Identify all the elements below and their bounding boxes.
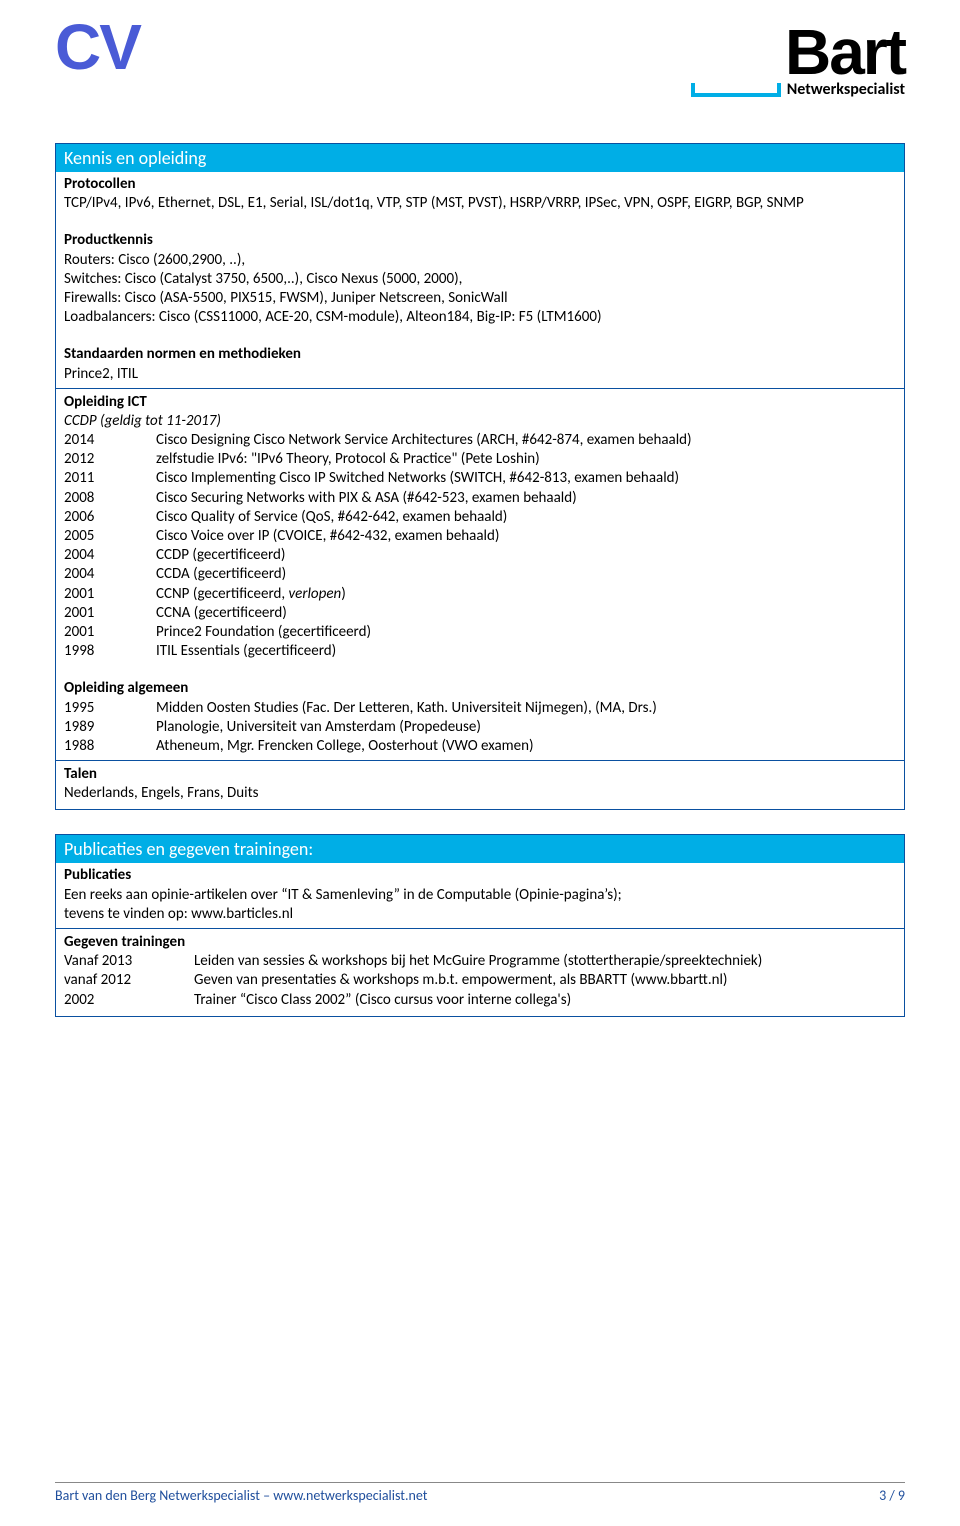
training-row: 2008Cisco Securing Networks with PIX & A… <box>64 489 896 508</box>
training-text: Cisco Implementing Cisco IP Switched Net… <box>156 469 896 488</box>
year: 2001 <box>64 604 156 623</box>
heading-standaarden: Standaarden normen en methodieken <box>64 345 896 364</box>
heading-opleiding-algemeen: Opleiding algemeen <box>64 679 896 698</box>
protocollen-text: TCP/IPv4, IPv6, Ethernet, DSL, E1, Seria… <box>64 194 896 213</box>
training-row: 2006Cisco Quality of Service (QoS, #642-… <box>64 508 896 527</box>
training-text: Prince2 Foundation (gecertificeerd) <box>156 623 896 642</box>
productkennis-line: Switches: Cisco (Catalyst 3750, 6500,..)… <box>64 270 896 289</box>
section-title: Kennis en opleiding <box>56 144 904 172</box>
education-text: Atheneum, Mgr. Frencken College, Oosterh… <box>156 737 896 756</box>
publicaties-line: tevens te vinden op: www.barticles.nl <box>64 905 896 924</box>
education-text: Midden Oosten Studies (Fac. Der Letteren… <box>156 699 896 718</box>
heading-productkennis: Productkennis <box>64 231 896 250</box>
footer-left: Bart van den Berg Netwerkspecialist – ww… <box>55 1487 427 1504</box>
training-row: 2001CCNA (gecertificeerd) <box>64 604 896 623</box>
training-text: zelfstudie IPv6: "IPv6 Theory, Protocol … <box>156 450 896 469</box>
training-text: CCNP (gecertificeerd, verlopen) <box>156 585 896 604</box>
heading-opleiding-ict: Opleiding ICT <box>64 393 896 412</box>
opleiding-ict-sub: CCDP (geldig tot 11-2017) <box>64 412 896 431</box>
training-row: 2012zelfstudie IPv6: "IPv6 Theory, Proto… <box>64 450 896 469</box>
training-text: Cisco Securing Networks with PIX & ASA (… <box>156 489 896 508</box>
standaarden-text: Prince2, ITIL <box>64 365 896 384</box>
productkennis-line: Loadbalancers: Cisco (CSS11000, ACE-20, … <box>64 308 896 327</box>
year: Vanaf 2013 <box>64 952 194 971</box>
training-text: CCNA (gecertificeerd) <box>156 604 896 623</box>
training-row: 1998ITIL Essentials (gecertificeerd) <box>64 642 896 661</box>
training-row: vanaf 2012Geven van presentaties & works… <box>64 971 896 990</box>
education-row: 1989Planologie, Universiteit van Amsterd… <box>64 718 896 737</box>
page-header: CV Bart Netwerkspecialist <box>55 20 905 115</box>
year: 1988 <box>64 737 156 756</box>
footer-page-number: 3 / 9 <box>879 1487 905 1504</box>
training-row: 2004CCDP (gecertificeerd) <box>64 546 896 565</box>
section-title: Publicaties en gegeven trainingen: <box>56 835 904 863</box>
training-row: 2001Prince2 Foundation (gecertificeerd) <box>64 623 896 642</box>
year: 2011 <box>64 469 156 488</box>
year: 2001 <box>64 623 156 642</box>
training-text: Leiden van sessies & workshops bij het M… <box>194 952 896 971</box>
education-row: 1988Atheneum, Mgr. Frencken College, Oos… <box>64 737 896 756</box>
year: 2004 <box>64 546 156 565</box>
section-publicaties-trainingen: Publicaties en gegeven trainingen: Publi… <box>55 834 905 1016</box>
heading-talen: Talen <box>64 765 896 784</box>
training-text: Trainer “Cisco Class 2002” (Cisco cursus… <box>194 991 896 1010</box>
training-text: Cisco Designing Cisco Network Service Ar… <box>156 431 896 450</box>
talen-text: Nederlands, Engels, Frans, Duits <box>64 784 896 803</box>
heading-trainingen: Gegeven trainingen <box>64 933 896 952</box>
year: 2002 <box>64 991 194 1010</box>
year: 2005 <box>64 527 156 546</box>
year: 1998 <box>64 642 156 661</box>
training-row: 2014Cisco Designing Cisco Network Servic… <box>64 431 896 450</box>
year: vanaf 2012 <box>64 971 194 990</box>
year: 1989 <box>64 718 156 737</box>
training-row: 2001CCNP (gecertificeerd, verlopen) <box>64 585 896 604</box>
training-text: ITIL Essentials (gecertificeerd) <box>156 642 896 661</box>
training-row: 2005Cisco Voice over IP (CVOICE, #642-43… <box>64 527 896 546</box>
year: 1995 <box>64 699 156 718</box>
bart-logo-subtitle: Netwerkspecialist <box>787 82 905 98</box>
education-text: Planologie, Universiteit van Amsterdam (… <box>156 718 896 737</box>
heading-protocollen: Protocollen <box>64 175 896 194</box>
bart-logo: Bart Netwerkspecialist <box>691 20 905 98</box>
year: 2006 <box>64 508 156 527</box>
productkennis-line: Firewalls: Cisco (ASA-5500, PIX515, FWSM… <box>64 289 896 308</box>
training-row: 2011Cisco Implementing Cisco IP Switched… <box>64 469 896 488</box>
publicaties-line: Een reeks aan opinie-artikelen over “IT … <box>64 886 896 905</box>
training-row: Vanaf 2013Leiden van sessies & workshops… <box>64 952 896 971</box>
bracket-icon <box>691 83 781 97</box>
training-row: 2002Trainer “Cisco Class 2002” (Cisco cu… <box>64 991 896 1010</box>
bart-logo-name: Bart <box>691 20 905 84</box>
year: 2004 <box>64 565 156 584</box>
year: 2001 <box>64 585 156 604</box>
training-text: Cisco Voice over IP (CVOICE, #642-432, e… <box>156 527 896 546</box>
training-text: CCDP (gecertificeerd) <box>156 546 896 565</box>
cv-logo: CV <box>55 20 140 74</box>
education-row: 1995Midden Oosten Studies (Fac. Der Lett… <box>64 699 896 718</box>
training-text: Geven van presentaties & workshops m.b.t… <box>194 971 896 990</box>
training-text: CCDA (gecertificeerd) <box>156 565 896 584</box>
year: 2012 <box>64 450 156 469</box>
training-row: 2004CCDA (gecertificeerd) <box>64 565 896 584</box>
year: 2008 <box>64 489 156 508</box>
page-footer: Bart van den Berg Netwerkspecialist – ww… <box>55 1482 905 1504</box>
year: 2014 <box>64 431 156 450</box>
training-text: Cisco Quality of Service (QoS, #642-642,… <box>156 508 896 527</box>
section-kennis-opleiding: Kennis en opleiding Protocollen TCP/IPv4… <box>55 143 905 810</box>
productkennis-line: Routers: Cisco (2600,2900, ..), <box>64 251 896 270</box>
heading-publicaties: Publicaties <box>64 866 896 885</box>
